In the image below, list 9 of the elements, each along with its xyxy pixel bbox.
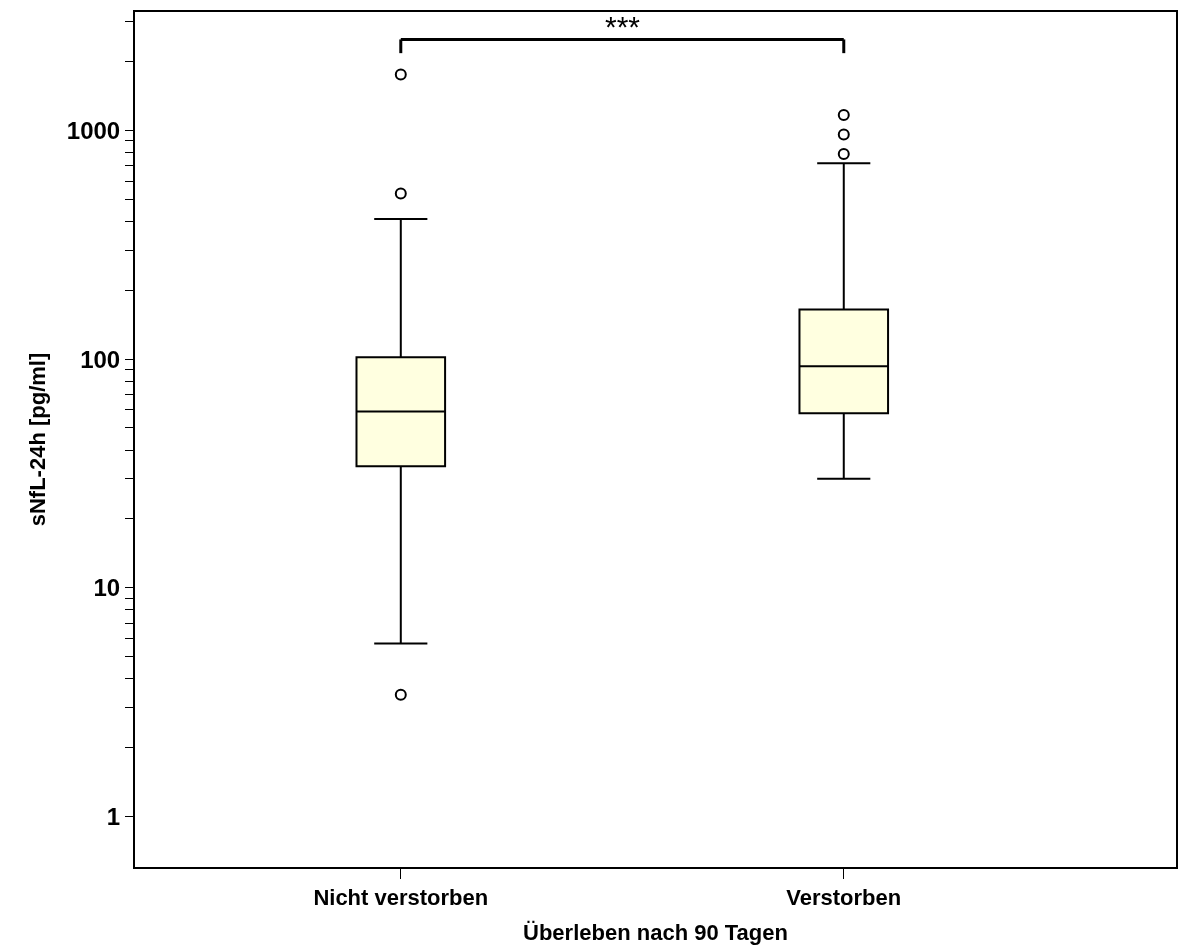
x-tick-label: Verstorben (786, 885, 902, 911)
y-axis-title: sNfL-24h [pg/ml] (25, 352, 51, 527)
x-tick-label: Nicht verstorben (313, 885, 489, 911)
y-tick-label: 1000 (66, 116, 121, 144)
annotation: *** (605, 10, 641, 43)
x-axis-title: Überleben nach 90 Tagen (523, 919, 788, 945)
y-tick-label: 1 (106, 802, 121, 830)
y-tick-label: 10 (93, 574, 121, 602)
y-tick-label: 100 (80, 345, 121, 373)
